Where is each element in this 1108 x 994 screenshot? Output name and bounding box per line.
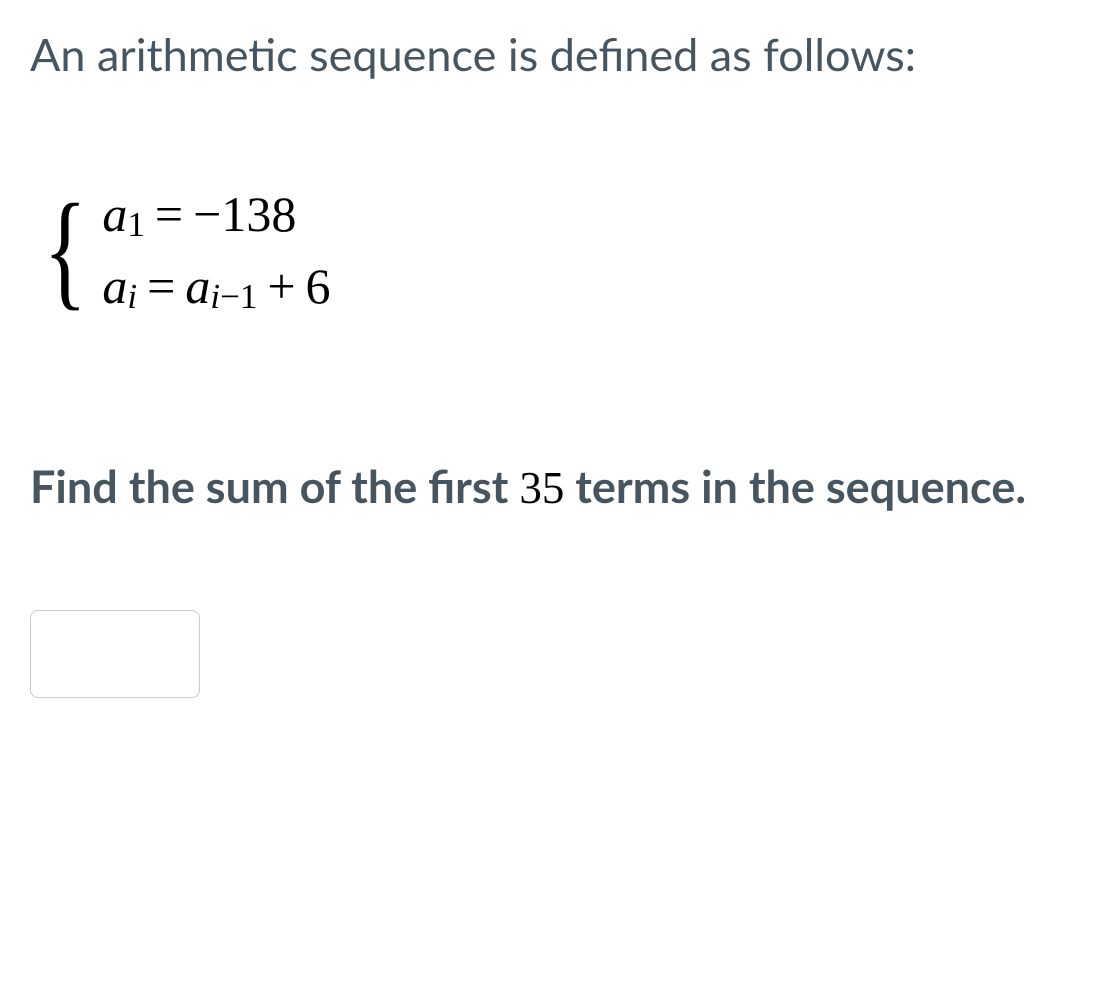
eq1-var: a [102, 185, 127, 243]
question-pre: Find the sum of the first [30, 459, 519, 513]
eq2-var-r: a [185, 257, 210, 315]
intro-text: An arithmetic sequence is defined as fol… [30, 24, 1078, 85]
eq2-sub-r-1: 1 [240, 277, 258, 316]
eq2-val: 6 [306, 257, 331, 315]
eq2-sub-r-minus: − [220, 277, 240, 316]
answer-input[interactable] [30, 610, 200, 698]
eq1-val: 138 [221, 185, 296, 243]
eq2-var-l: a [102, 257, 127, 315]
equation-cases: a1 = −138 ai = ai−1 + 6 [102, 185, 330, 315]
question-text: Find the sum of the first 35 terms in th… [30, 455, 1078, 520]
question-number: 35 [519, 463, 564, 513]
eq2-equals: = [147, 257, 175, 315]
equation-line-1: a1 = −138 [102, 185, 330, 243]
eq2-sub-r-i: i [210, 277, 220, 316]
problem-container: An arithmetic sequence is defined as fol… [0, 0, 1108, 722]
eq1-equals: = [155, 185, 183, 243]
equation-block: { a1 = −138 ai = ai−1 + 6 [30, 185, 1078, 315]
eq2-plus: + [267, 257, 295, 315]
equation-line-2: ai = ai−1 + 6 [102, 257, 330, 315]
eq2-sub-l: i [127, 277, 137, 316]
question-post: terms in the sequence. [564, 459, 1026, 513]
eq1-sub: 1 [127, 205, 145, 245]
eq1-neg: − [193, 185, 221, 243]
left-brace: { [43, 198, 87, 302]
